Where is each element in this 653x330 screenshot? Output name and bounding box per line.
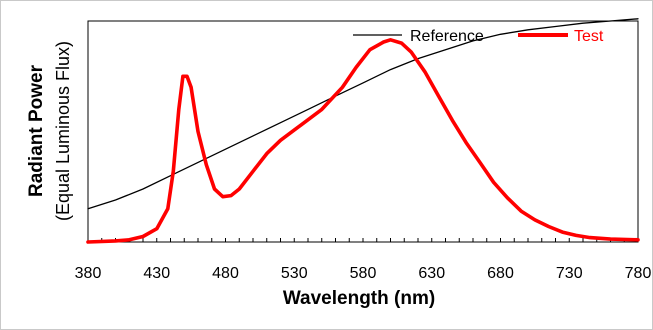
x-tick-label: 580 — [350, 265, 377, 282]
y-axis-subtitle: (Equal Luminous Flux) — [53, 41, 73, 221]
x-tick-label: 530 — [281, 265, 308, 282]
x-tick-label: 380 — [75, 265, 102, 282]
legend-test-label: Test — [574, 28, 604, 45]
series-line-reference — [87, 18, 639, 210]
x-tick-label: 780 — [625, 265, 652, 282]
legend: Reference Test — [353, 28, 604, 45]
x-tick-label: 630 — [418, 265, 445, 282]
x-tick-label: 730 — [556, 265, 583, 282]
y-axis-title: Radiant Power — [26, 64, 47, 197]
x-axis-ticks — [87, 238, 639, 242]
legend-reference-label: Reference — [410, 28, 484, 45]
x-tick-label: 680 — [487, 265, 514, 282]
plot-area — [87, 20, 639, 243]
x-tick-label: 480 — [212, 265, 239, 282]
x-axis-tick-labels: 380 430 480 530 580 630 680 730 780 — [75, 265, 652, 282]
series-line-test — [86, 37, 640, 244]
series-layer — [86, 18, 640, 244]
x-axis-title: Wavelength (nm) — [283, 288, 435, 309]
x-tick-label: 430 — [143, 265, 170, 282]
